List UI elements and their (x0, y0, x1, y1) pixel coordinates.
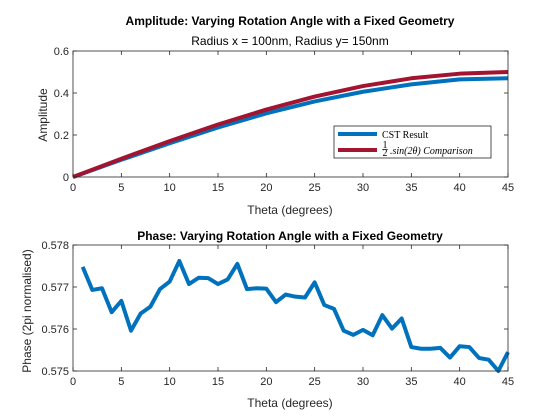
amplitude-y-axis-label: Amplitude (36, 88, 50, 142)
amplitude-chart: Amplitude: Varying Rotation Angle with a… (36, 14, 514, 217)
phase-plot-area: 0 5 10 15 20 25 30 35 40 45 0.575 0.576 0.577 0.578 (41, 240, 514, 388)
x-tick-label: 20 (260, 182, 272, 194)
x-tick-label: 40 (454, 182, 466, 194)
x-tick-label: 35 (405, 376, 417, 388)
x-tick-label: 15 (212, 182, 224, 194)
x-tick-label: 40 (454, 376, 466, 388)
phase-chart: Phase: Varying Rotation Angle with a Fix… (20, 229, 514, 410)
phase-y-axis-label: Phase (2pi normalised) (20, 249, 34, 372)
x-tick-label: 0 (70, 182, 76, 194)
x-tick-label: 25 (309, 182, 321, 194)
x-tick-label: 20 (260, 376, 272, 388)
legend-expression: .sin(2θ) Comparison (390, 146, 473, 157)
x-tick-label: 0 (70, 376, 76, 388)
x-tick-label: 10 (164, 376, 176, 388)
amplitude-x-axis-label: Theta (degrees) (247, 203, 332, 217)
y-tick-label: 0.2 (54, 130, 69, 142)
x-tick-label: 5 (118, 376, 124, 388)
phase-title: Phase: Varying Rotation Angle with a Fix… (137, 229, 443, 243)
y-tick-label: 0 (63, 172, 69, 184)
x-tick-label: 45 (502, 182, 514, 194)
series-line-0-1 (73, 72, 508, 177)
x-tick-label: 15 (212, 376, 224, 388)
x-tick-label: 10 (164, 182, 176, 194)
legend-frac-denominator: 2 (383, 148, 388, 159)
y-tick-label: 0.6 (54, 46, 69, 58)
y-tick-label: 0.576 (41, 324, 69, 336)
series-line-1-0 (83, 261, 508, 371)
phase-x-axis-label: Theta (degrees) (247, 396, 332, 410)
x-tick-label: 30 (357, 376, 369, 388)
amplitude-legend: CST Result 1 2 .sin(2θ) Comparison (334, 126, 491, 159)
x-tick-label: 35 (405, 182, 417, 194)
x-tick-label: 25 (309, 376, 321, 388)
x-tick-label: 45 (502, 376, 514, 388)
y-tick-label: 0.4 (54, 88, 69, 100)
x-tick-label: 30 (357, 182, 369, 194)
x-tick-label: 5 (118, 182, 124, 194)
amplitude-plot-area: 0 5 10 15 20 25 30 35 40 45 0 0.2 0.4 0.6 (54, 46, 514, 194)
amplitude-subtitle: Radius x = 100nm, Radius y= 150nm (191, 34, 388, 48)
amplitude-title: Amplitude: Varying Rotation Angle with a… (126, 14, 455, 28)
y-tick-label: 0.577 (41, 282, 69, 294)
y-tick-label: 0.575 (41, 366, 69, 378)
y-tick-label: 0.578 (41, 240, 69, 252)
legend-label-cst: CST Result (382, 130, 428, 141)
